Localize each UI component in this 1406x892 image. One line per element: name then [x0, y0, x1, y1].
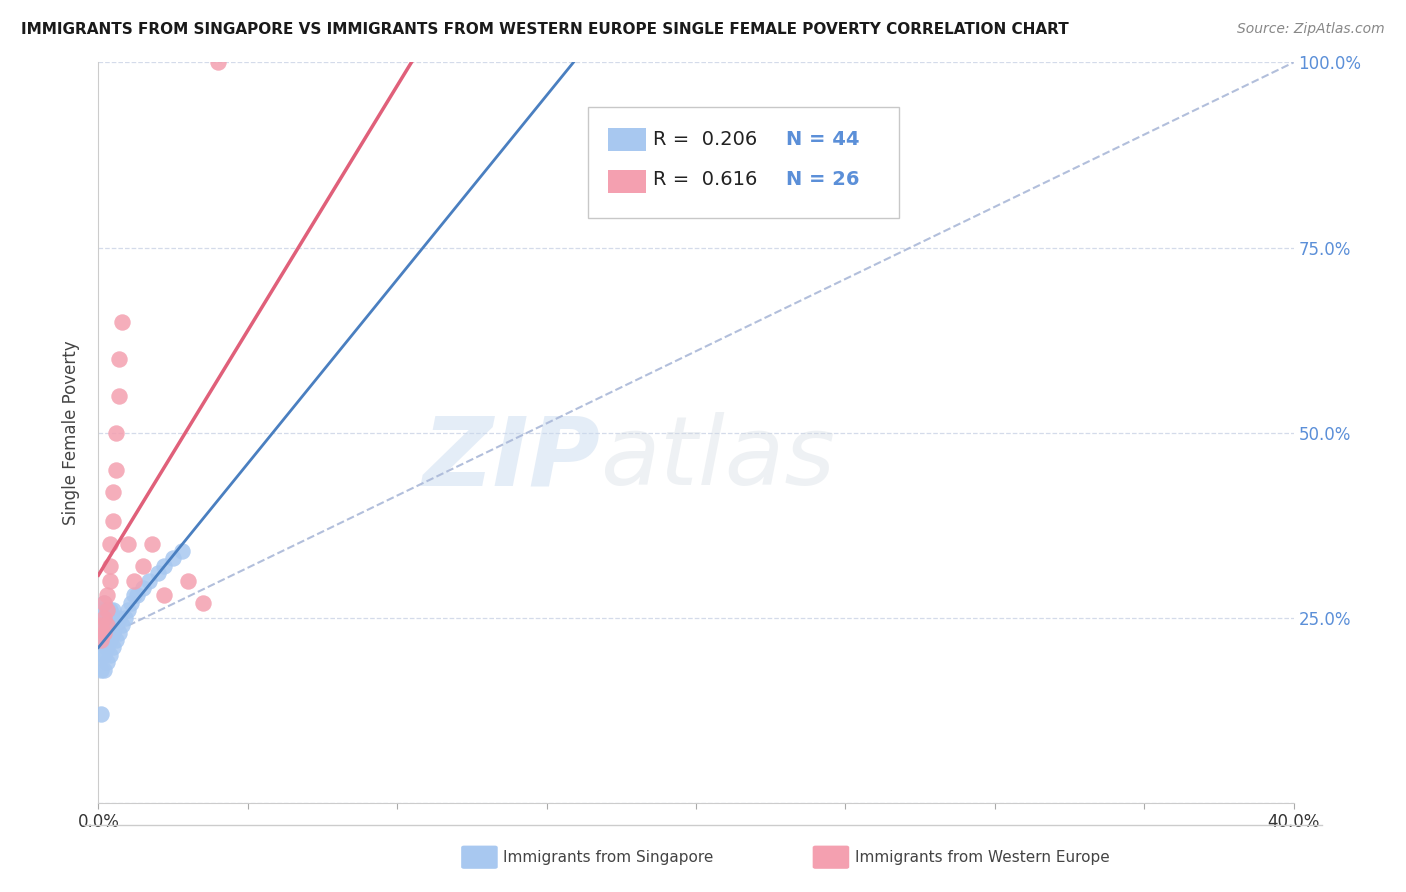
Point — [148, 566, 170, 581]
Point — [98, 558, 122, 573]
Point — [96, 603, 118, 617]
Point — [90, 706, 112, 721]
Point — [108, 351, 131, 366]
Point — [124, 589, 146, 603]
Point — [153, 589, 176, 603]
Point — [96, 640, 118, 655]
Point — [98, 536, 122, 550]
Point — [105, 425, 128, 440]
Point — [111, 314, 134, 328]
Point — [98, 632, 122, 647]
Point — [90, 618, 112, 632]
Point — [90, 663, 112, 677]
Point — [98, 610, 122, 624]
Point — [120, 596, 142, 610]
Point — [153, 558, 176, 573]
Point — [98, 574, 122, 588]
Point — [103, 625, 125, 640]
Point — [172, 544, 194, 558]
Point — [108, 388, 131, 402]
Point — [105, 462, 128, 476]
FancyBboxPatch shape — [607, 169, 645, 194]
Text: ZIP: ZIP — [422, 412, 600, 505]
Point — [96, 618, 118, 632]
Point — [177, 574, 200, 588]
Text: Source: ZipAtlas.com: Source: ZipAtlas.com — [1237, 22, 1385, 37]
Point — [124, 574, 146, 588]
Point — [93, 596, 115, 610]
Point — [93, 663, 115, 677]
Point — [90, 618, 112, 632]
Text: atlas: atlas — [600, 412, 835, 505]
Point — [96, 655, 118, 669]
Point — [141, 536, 163, 550]
Point — [103, 603, 125, 617]
Point — [105, 618, 128, 632]
Point — [108, 625, 131, 640]
Point — [114, 610, 136, 624]
Point — [93, 610, 115, 624]
Text: Immigrants from Singapore: Immigrants from Singapore — [503, 850, 714, 864]
Point — [162, 551, 184, 566]
Point — [105, 632, 128, 647]
Point — [93, 610, 115, 624]
FancyBboxPatch shape — [589, 107, 900, 218]
FancyBboxPatch shape — [607, 128, 645, 152]
Point — [98, 603, 122, 617]
Point — [207, 55, 229, 70]
Point — [103, 515, 125, 529]
Point — [93, 596, 115, 610]
Point — [117, 536, 139, 550]
Point — [93, 632, 115, 647]
Point — [90, 632, 112, 647]
Point — [98, 625, 122, 640]
Point — [90, 632, 112, 647]
Point — [103, 618, 125, 632]
Text: Immigrants from Western Europe: Immigrants from Western Europe — [855, 850, 1109, 864]
Point — [132, 581, 155, 595]
Y-axis label: Single Female Poverty: Single Female Poverty — [62, 341, 80, 524]
Point — [103, 484, 125, 499]
Point — [98, 648, 122, 662]
Point — [132, 558, 155, 573]
Text: R =  0.206: R = 0.206 — [652, 130, 758, 149]
Point — [108, 610, 131, 624]
Point — [90, 603, 112, 617]
Point — [191, 596, 214, 610]
Text: N = 26: N = 26 — [786, 169, 859, 189]
Point — [93, 618, 115, 632]
Point — [96, 589, 118, 603]
Text: IMMIGRANTS FROM SINGAPORE VS IMMIGRANTS FROM WESTERN EUROPE SINGLE FEMALE POVERT: IMMIGRANTS FROM SINGAPORE VS IMMIGRANTS … — [21, 22, 1069, 37]
Text: N = 44: N = 44 — [786, 130, 859, 149]
Point — [93, 625, 115, 640]
Point — [93, 648, 115, 662]
Point — [111, 618, 134, 632]
Text: R =  0.616: R = 0.616 — [652, 169, 758, 189]
Point — [96, 610, 118, 624]
Point — [96, 632, 118, 647]
Point — [127, 589, 149, 603]
Point — [138, 574, 160, 588]
Point — [96, 618, 118, 632]
Point — [96, 603, 118, 617]
Point — [90, 648, 112, 662]
Point — [103, 640, 125, 655]
Point — [93, 625, 115, 640]
Point — [117, 603, 139, 617]
